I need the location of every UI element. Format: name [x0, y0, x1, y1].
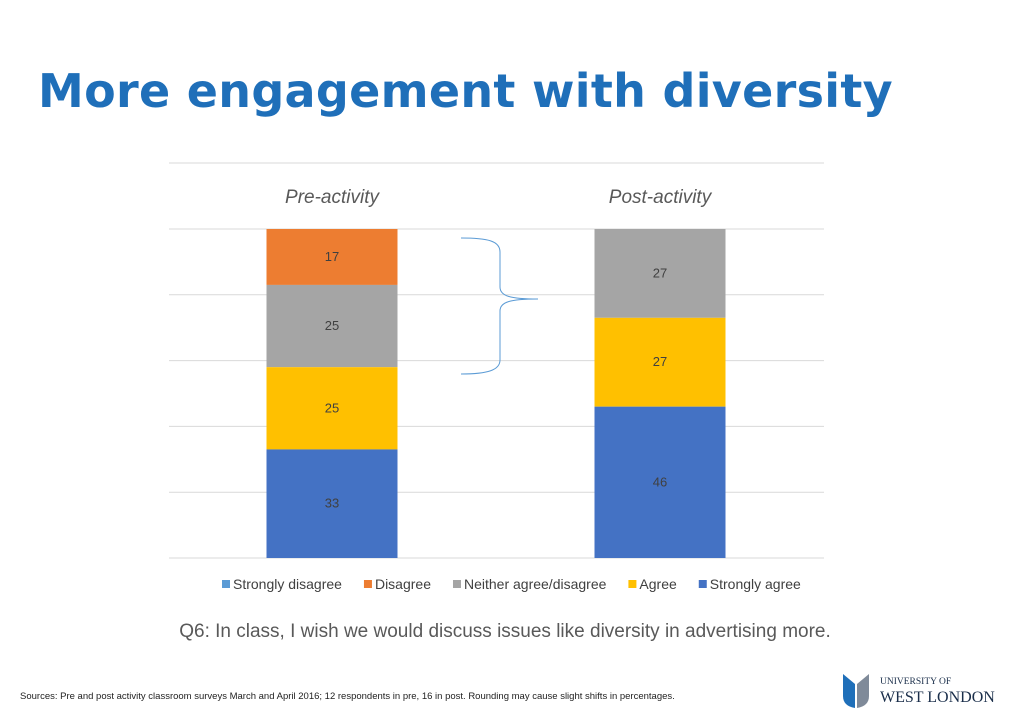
legend-label: Strongly agree: [710, 576, 801, 592]
brace-annotation: [460, 237, 539, 375]
bar-segment: [594, 317, 726, 407]
legend-label: Disagree: [375, 576, 431, 592]
data-label: 27: [653, 265, 667, 280]
logo-line-1: UNIVERSITY OF: [880, 677, 951, 687]
bar-segment: [594, 406, 726, 558]
sources-note: Sources: Pre and post activity classroom…: [20, 691, 675, 702]
bar-segment: [266, 284, 398, 368]
data-label: 25: [325, 318, 339, 333]
data-label: 46: [653, 474, 667, 489]
bar-segment: [594, 229, 726, 318]
legend-label: Agree: [639, 576, 677, 592]
legend-swatch: [698, 580, 707, 588]
stacked-bar-chart: Pre-activity Post-activity 17 25 25 33 27 27 46…: [169, 162, 824, 592]
legend-swatch: [628, 580, 637, 588]
data-label: 25: [325, 400, 339, 415]
question-text: Q6: In class, I wish we would discuss is…: [179, 621, 831, 642]
university-logo: UNIVERSITY OF WEST LONDON: [843, 674, 995, 708]
panel-title: Post-activity: [609, 187, 713, 208]
bar-segment: [266, 367, 398, 450]
legend-swatch: [452, 580, 461, 588]
bar-segment: [266, 449, 398, 558]
legend-label: Strongly disagree: [233, 576, 342, 592]
slide-title: More engagement with diversity: [38, 64, 893, 118]
data-label: 17: [325, 249, 339, 264]
data-labels: 17 25 25 33 27 27 46: [325, 249, 667, 511]
logo-line-2: WEST LONDON: [880, 689, 995, 706]
legend-swatch: [222, 580, 230, 588]
panel-titles: Pre-activity Post-activity: [285, 187, 713, 208]
data-label: 33: [325, 496, 339, 511]
logo-mark-icon: [843, 674, 869, 708]
legend: Strongly disagree Disagree Neither agree/d…: [222, 576, 801, 592]
bars: [266, 229, 726, 558]
legend-swatch: [363, 580, 372, 588]
data-label: 27: [653, 354, 667, 369]
panel-title: Pre-activity: [285, 187, 380, 208]
bar-segment: [266, 229, 398, 285]
legend-label: Neither agree/disagree: [464, 576, 607, 592]
